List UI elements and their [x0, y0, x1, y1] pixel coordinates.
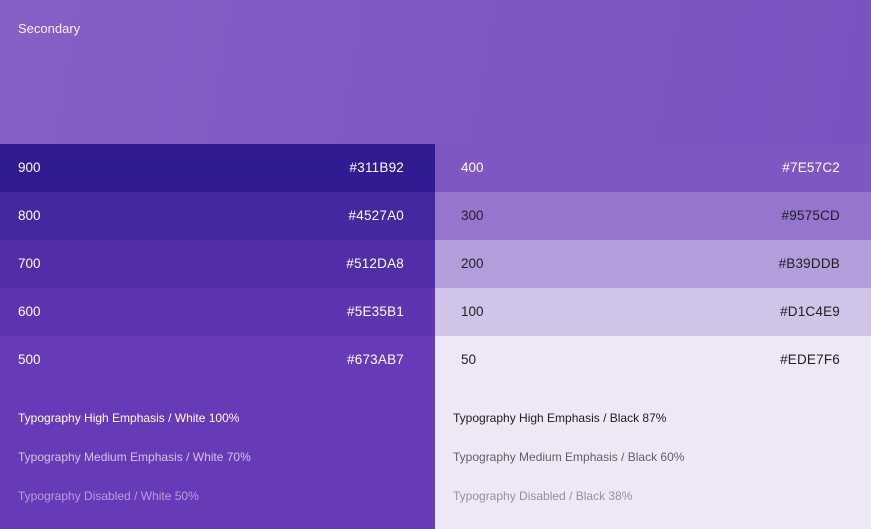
- swatch-hex: #9575CD: [781, 208, 840, 223]
- swatch-hex: #5E35B1: [347, 304, 404, 319]
- swatch-row: 100 #D1C4E9: [435, 288, 871, 336]
- dark-shades-column: 900 #311B92 800 #4527A0 700 #512DA8 600 …: [0, 144, 435, 384]
- swatch-row: 50 #EDE7F6: [435, 336, 871, 384]
- typography-disabled-white: Typography Disabled / White 50%: [18, 489, 199, 503]
- typography-disabled-black: Typography Disabled / Black 38%: [453, 489, 633, 503]
- typography-on-dark: Typography High Emphasis / White 100% Ty…: [0, 384, 435, 529]
- typography-high-emphasis-black: Typography High Emphasis / Black 87%: [453, 411, 667, 425]
- swatch-hex: #B39DDB: [778, 256, 840, 271]
- swatch-row: 200 #B39DDB: [435, 240, 871, 288]
- swatch-hex: #7E57C2: [782, 160, 840, 175]
- swatch-row: 400 #7E57C2: [435, 144, 871, 192]
- swatch-row: 600 #5E35B1: [0, 288, 435, 336]
- swatch-hex: #512DA8: [346, 256, 404, 271]
- swatch-hex: #4527A0: [348, 208, 404, 223]
- swatch-label: 500: [18, 352, 41, 367]
- swatch-label: 400: [461, 160, 484, 175]
- swatch-hex: #673AB7: [347, 352, 404, 367]
- swatch-label: 700: [18, 256, 41, 271]
- swatch-label: 800: [18, 208, 41, 223]
- swatch-label: 200: [461, 256, 484, 271]
- swatch-row: 800 #4527A0: [0, 192, 435, 240]
- light-shades-column: 400 #7E57C2 300 #9575CD 200 #B39DDB 100 …: [435, 144, 871, 384]
- swatch-row: 700 #512DA8: [0, 240, 435, 288]
- swatch-label: 50: [461, 352, 477, 367]
- swatch-hex: #311B92: [349, 160, 404, 175]
- swatch-hex: #D1C4E9: [780, 304, 840, 319]
- swatch-label: 100: [461, 304, 484, 319]
- palette-header: Secondary: [0, 0, 871, 144]
- swatch-row: 500 #673AB7: [0, 336, 435, 384]
- swatch-hex: #EDE7F6: [780, 352, 840, 367]
- swatch-label: 600: [18, 304, 41, 319]
- swatch-label: 300: [461, 208, 484, 223]
- swatch-row: 300 #9575CD: [435, 192, 871, 240]
- typography-on-light: Typography High Emphasis / Black 87% Typ…: [435, 384, 871, 529]
- palette-title: Secondary: [18, 21, 81, 36]
- typography-medium-emphasis-white: Typography Medium Emphasis / White 70%: [18, 450, 251, 464]
- swatch-label: 900: [18, 160, 41, 175]
- typography-high-emphasis-white: Typography High Emphasis / White 100%: [18, 411, 240, 425]
- swatch-row: 900 #311B92: [0, 144, 435, 192]
- typography-medium-emphasis-black: Typography Medium Emphasis / Black 60%: [453, 450, 685, 464]
